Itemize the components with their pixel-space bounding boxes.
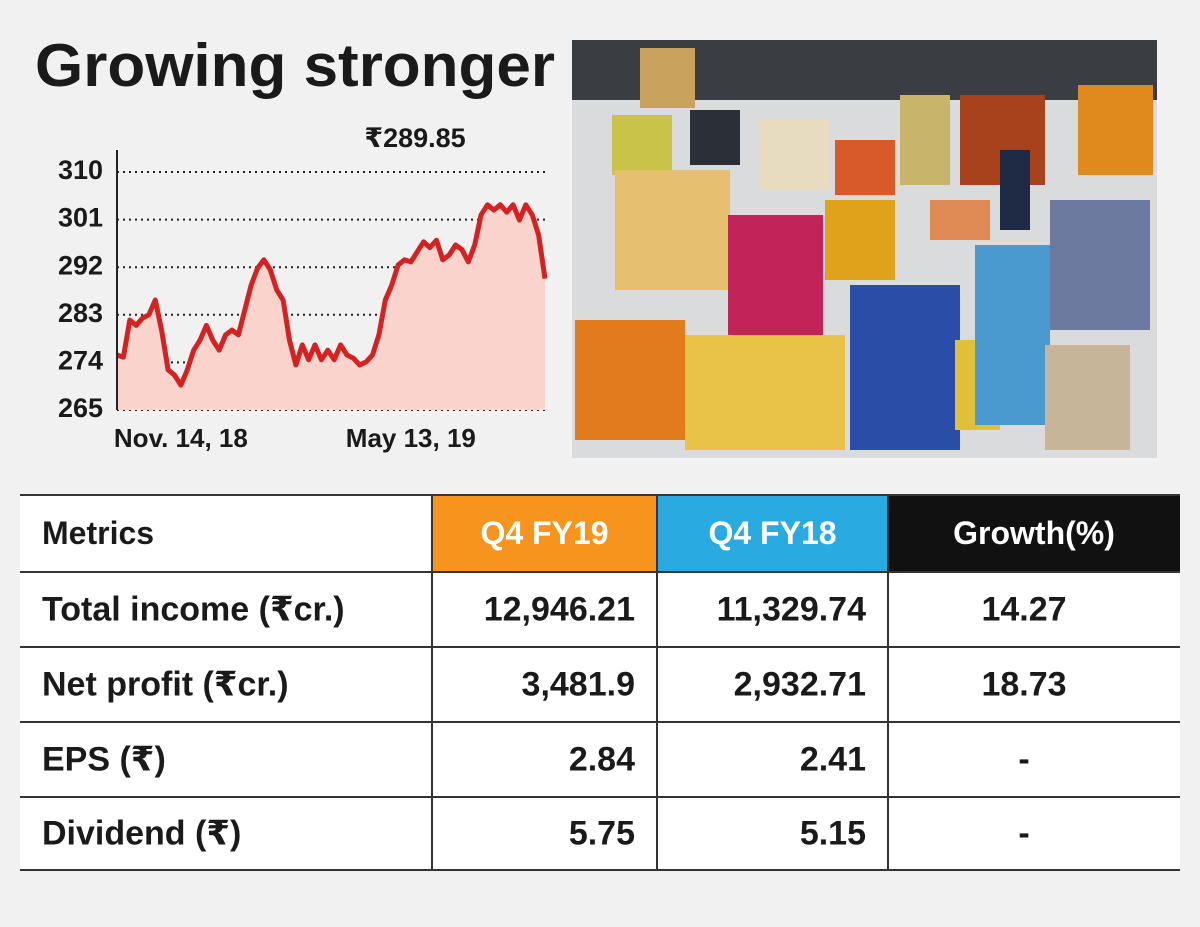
package <box>690 110 740 165</box>
price-line <box>116 202 548 388</box>
cell-value: 2,932.71 <box>734 665 866 703</box>
cell-value: 11,329.74 <box>717 590 866 628</box>
row-label: EPS (₹) <box>42 740 166 778</box>
package <box>1078 85 1153 175</box>
row-label: Net profit (₹cr.) <box>42 665 289 703</box>
package <box>1045 345 1130 450</box>
photo <box>572 40 1157 458</box>
package <box>825 200 895 280</box>
price-annotation: ₹289.85 <box>364 123 465 153</box>
header-cell <box>432 495 657 572</box>
price-chart: 265 274 283 292 301 310 ₹289.85 Nov. 14, 18 May … <box>58 123 548 453</box>
row-label: Dividend (₹) <box>42 814 241 852</box>
header-cell <box>888 495 1180 572</box>
header-cell <box>657 495 888 572</box>
cell-value: 12,946.21 <box>484 590 635 628</box>
package <box>685 335 845 450</box>
header-text: Metrics <box>42 515 154 551</box>
results-table: Metrics Q4 FY19 Q4 FY18 Growth(%) Total inco… <box>20 494 1180 871</box>
cell-value: 5.75 <box>569 814 635 852</box>
package <box>1050 200 1150 330</box>
package <box>850 285 960 450</box>
title: Growing stronger <box>35 32 555 99</box>
package <box>640 48 695 108</box>
cell-value: - <box>1018 814 1029 852</box>
package <box>728 215 823 335</box>
y-tick-label: 283 <box>58 298 103 328</box>
area <box>117 204 545 410</box>
header-cell <box>20 495 432 572</box>
header-text: Q4 FY18 <box>708 515 836 551</box>
package <box>575 320 685 440</box>
package <box>1000 150 1030 230</box>
header-text: Q4 FY19 <box>480 515 608 551</box>
package <box>760 120 830 190</box>
y-tick-label: 265 <box>58 393 103 423</box>
package <box>835 140 895 195</box>
cell-value: 3,481.9 <box>522 665 635 703</box>
package <box>975 245 1050 425</box>
package <box>612 115 672 175</box>
y-tick-label: 292 <box>58 250 103 280</box>
cell-value: 18.73 <box>981 665 1066 703</box>
y-tick-label: 301 <box>58 203 103 233</box>
cell-value: 5.15 <box>800 814 866 852</box>
cell-value: 2.41 <box>800 740 866 778</box>
y-tick-label: 310 <box>58 155 103 185</box>
cell-value: 2.84 <box>569 740 635 778</box>
cell-value: 14.27 <box>981 590 1066 628</box>
row-label: Total income (₹cr.) <box>42 590 345 628</box>
package <box>930 200 990 240</box>
cell-value: - <box>1018 740 1029 778</box>
x-tick-label: May 13, 19 <box>346 423 476 453</box>
x-tick-label: Nov. 14, 18 <box>114 423 248 453</box>
y-tick-label: 274 <box>58 346 103 376</box>
package <box>900 95 950 185</box>
package <box>615 170 730 290</box>
header-text: Growth(%) <box>953 515 1115 551</box>
